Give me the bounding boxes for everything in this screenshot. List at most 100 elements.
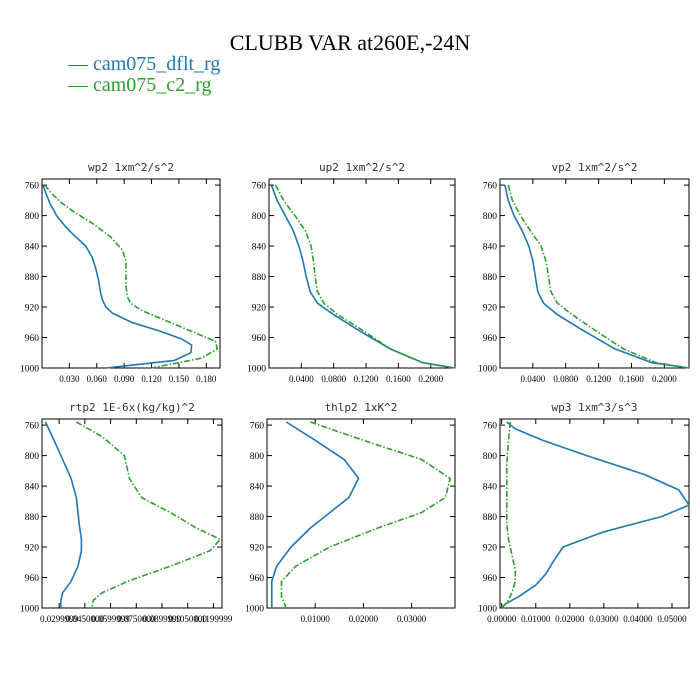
y-tick-label: 880 xyxy=(25,273,40,283)
x-tick-label: 0.02000 xyxy=(555,614,585,624)
series-line-dflt xyxy=(44,421,83,608)
x-tick-label: 0.180 xyxy=(196,374,217,384)
x-tick-label: 0.0800 xyxy=(553,374,578,384)
x-tick-label: 0.0400 xyxy=(520,374,545,384)
panel-title: wp3 1xm^3/s^3 xyxy=(551,401,637,414)
plot-frame xyxy=(41,418,223,609)
y-tick-label: 800 xyxy=(483,212,498,222)
y-tick-label: 760 xyxy=(250,422,265,432)
y-tick-label: 760 xyxy=(483,422,498,432)
x-tick-label: 0.150 xyxy=(169,374,190,384)
y-tick-label: 1000 xyxy=(247,365,266,375)
panel-4: rtp2 1E-6x(kg/kg)^2 760 800 840 880 920 960 100… xyxy=(20,401,233,624)
panel-6: wp3 1xm^3/s^3 760 800 840 880 920 960 10000.000… xyxy=(478,401,690,624)
y-tick-label: 800 xyxy=(25,452,40,462)
series-line-c2 xyxy=(75,421,222,609)
y-tick-label: 880 xyxy=(483,513,498,523)
panel-title: thlp2 1xK^2 xyxy=(325,401,398,414)
x-tick-label: 0.1600 xyxy=(386,374,411,384)
y-tick-label: 800 xyxy=(250,452,265,462)
x-tick-label: 0.1050000 xyxy=(169,614,208,624)
x-tick-label: 0.03000 xyxy=(589,614,619,624)
y-tick-label: 800 xyxy=(25,212,40,222)
y-tick-label: 760 xyxy=(25,422,40,432)
y-tick-label: 1000 xyxy=(478,605,497,615)
figure-title: CLUBB VAR at260E,-24N xyxy=(230,30,471,55)
series-line-dflt xyxy=(504,184,690,369)
x-tick-label: 0.0400 xyxy=(289,374,314,384)
panel-1: wp2 1xm^2/s^2 760 800 840 880 920 960 1000 0.030… xyxy=(20,161,221,384)
panel-title: wp2 1xm^2/s^2 xyxy=(88,161,174,174)
x-tick-label: 0.0299999 xyxy=(40,614,79,624)
x-tick-label: 0.1199999 xyxy=(194,614,232,624)
x-tick-label: 0.0450000 xyxy=(66,614,105,624)
x-tick-label: 0.090 xyxy=(114,374,135,384)
y-tick-label: 760 xyxy=(252,182,267,192)
plot-frame xyxy=(499,178,690,369)
y-tick-label: 840 xyxy=(483,243,498,253)
plot-frame xyxy=(268,178,456,369)
x-tick-label: 0.120 xyxy=(141,374,162,384)
series-line-dflt xyxy=(501,421,690,609)
panel-2: up2 1xm^2/s^2 760 800 840 880 920 960 1000 0.040… xyxy=(247,161,456,384)
x-tick-label: 0.060 xyxy=(87,374,108,384)
y-tick-label: 880 xyxy=(483,273,498,283)
panel-3: vp2 1xm^2/s^2 760 800 840 880 920 960 1000 0.040… xyxy=(478,161,690,384)
y-tick-label: 880 xyxy=(252,273,267,283)
x-tick-label: 0.04000 xyxy=(623,614,653,624)
series-line-dflt xyxy=(42,184,193,369)
x-tick-label: 0.0750000 xyxy=(117,614,156,624)
x-tick-label: 0.01000 xyxy=(521,614,551,624)
y-tick-label: 960 xyxy=(252,334,267,344)
y-tick-label: 800 xyxy=(483,452,498,462)
series-line-c2 xyxy=(44,184,219,369)
y-tick-label: 920 xyxy=(483,544,498,554)
y-tick-label: 840 xyxy=(25,483,40,493)
y-tick-label: 1000 xyxy=(20,605,39,615)
x-tick-label: 0.2000 xyxy=(418,374,443,384)
plot-frame xyxy=(266,418,456,609)
y-tick-label: 1000 xyxy=(245,605,264,615)
x-tick-label: 0.1600 xyxy=(619,374,644,384)
y-tick-label: 920 xyxy=(25,304,40,314)
y-tick-label: 960 xyxy=(483,334,498,344)
series-line-c2 xyxy=(274,184,456,369)
x-tick-label: 0.2000 xyxy=(652,374,677,384)
y-tick-label: 880 xyxy=(25,513,40,523)
series-line-dflt xyxy=(270,184,456,369)
y-tick-label: 1000 xyxy=(478,365,497,375)
panel-5: thlp2 1xK^2 760 800 840 880 920 960 1000 0.01000… xyxy=(245,401,456,624)
series-line-c2 xyxy=(280,421,452,609)
y-tick-label: 920 xyxy=(483,304,498,314)
x-tick-label: 0.02000 xyxy=(349,614,379,624)
panel-title: up2 1xm^2/s^2 xyxy=(319,161,405,174)
plot-frame xyxy=(41,178,221,369)
y-tick-label: 840 xyxy=(483,483,498,493)
y-tick-label: 1000 xyxy=(20,365,39,375)
x-tick-label: 0.00000 xyxy=(487,614,517,624)
plot-frame xyxy=(499,418,690,609)
y-tick-label: 840 xyxy=(252,243,267,253)
panel-title: vp2 1xm^2/s^2 xyxy=(551,161,637,174)
x-tick-label: 0.01000 xyxy=(301,614,331,624)
panel-title: rtp2 1E-6x(kg/kg)^2 xyxy=(69,401,195,414)
x-tick-label: 0.0899999 xyxy=(143,614,182,624)
x-tick-label: 0.1200 xyxy=(354,374,379,384)
series-line-c2 xyxy=(501,421,517,609)
y-tick-label: 960 xyxy=(250,574,265,584)
y-tick-label: 800 xyxy=(252,212,267,222)
y-tick-label: 960 xyxy=(25,334,40,344)
y-tick-label: 880 xyxy=(250,513,265,523)
series-line-dflt xyxy=(270,421,360,608)
plot-panels: wp2 1xm^2/s^2 760 800 840 880 920 960 1000 0.030… xyxy=(20,161,690,624)
y-tick-label: 760 xyxy=(483,182,498,192)
y-tick-label: 920 xyxy=(25,544,40,554)
legend-entry-dflt: — cam075_dflt_rg xyxy=(67,53,220,75)
y-tick-label: 840 xyxy=(25,243,40,253)
y-tick-label: 840 xyxy=(250,483,265,493)
y-tick-label: 760 xyxy=(25,182,40,192)
y-tick-label: 920 xyxy=(252,304,267,314)
series-line-c2 xyxy=(507,184,690,369)
x-tick-label: 0.1200 xyxy=(586,374,611,384)
